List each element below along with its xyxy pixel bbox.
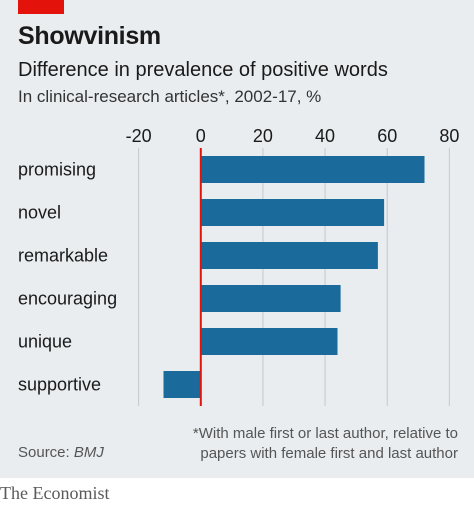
category-label-encouraging: encouraging bbox=[18, 289, 117, 309]
footnote-line-2: papers with female first and last author bbox=[200, 445, 458, 462]
bar-unique bbox=[200, 328, 338, 355]
x-tick-label-2: 20 bbox=[253, 126, 273, 146]
x-tick-label-1: 0 bbox=[196, 126, 206, 146]
bar-promising bbox=[200, 156, 425, 183]
source-note: Source: BMJ bbox=[18, 444, 104, 461]
economist-red-tag bbox=[18, 0, 64, 14]
bar-novel bbox=[200, 199, 385, 226]
x-tick-label-3: 40 bbox=[315, 126, 335, 146]
category-label-novel: novel bbox=[18, 203, 61, 223]
bar-supportive bbox=[163, 371, 201, 398]
category-label-promising: promising bbox=[18, 160, 96, 180]
bar-encouraging bbox=[200, 285, 341, 312]
brand-logo-text: The Economist bbox=[0, 483, 110, 503]
source-name: BMJ bbox=[73, 444, 104, 461]
footnote-line-1: *With male first or last author, relativ… bbox=[192, 425, 458, 442]
chart-title: Showvinism bbox=[18, 22, 161, 50]
source-label: Source: bbox=[18, 444, 74, 461]
x-tick-label-0: -20 bbox=[126, 126, 152, 146]
category-label-supportive: supportive bbox=[18, 375, 101, 395]
x-tick-label-4: 60 bbox=[377, 126, 397, 146]
footnote: *With male first or last author, relativ… bbox=[193, 424, 458, 464]
chart-subtitle-detail: In clinical-research articles*, 2002-17,… bbox=[18, 87, 322, 106]
category-label-unique: unique bbox=[18, 332, 72, 352]
x-tick-label-5: 80 bbox=[439, 126, 459, 146]
bar-remarkable bbox=[200, 242, 378, 269]
bar-chart: -20 0 20 40 60 80 promising novel remarkable enco… bbox=[18, 126, 459, 406]
category-label-remarkable: remarkable bbox=[18, 246, 108, 266]
chart-subtitle: Difference in prevalence of positive wor… bbox=[18, 59, 388, 81]
chart-card: Showvinism Difference in prevalence of p… bbox=[0, 0, 474, 478]
